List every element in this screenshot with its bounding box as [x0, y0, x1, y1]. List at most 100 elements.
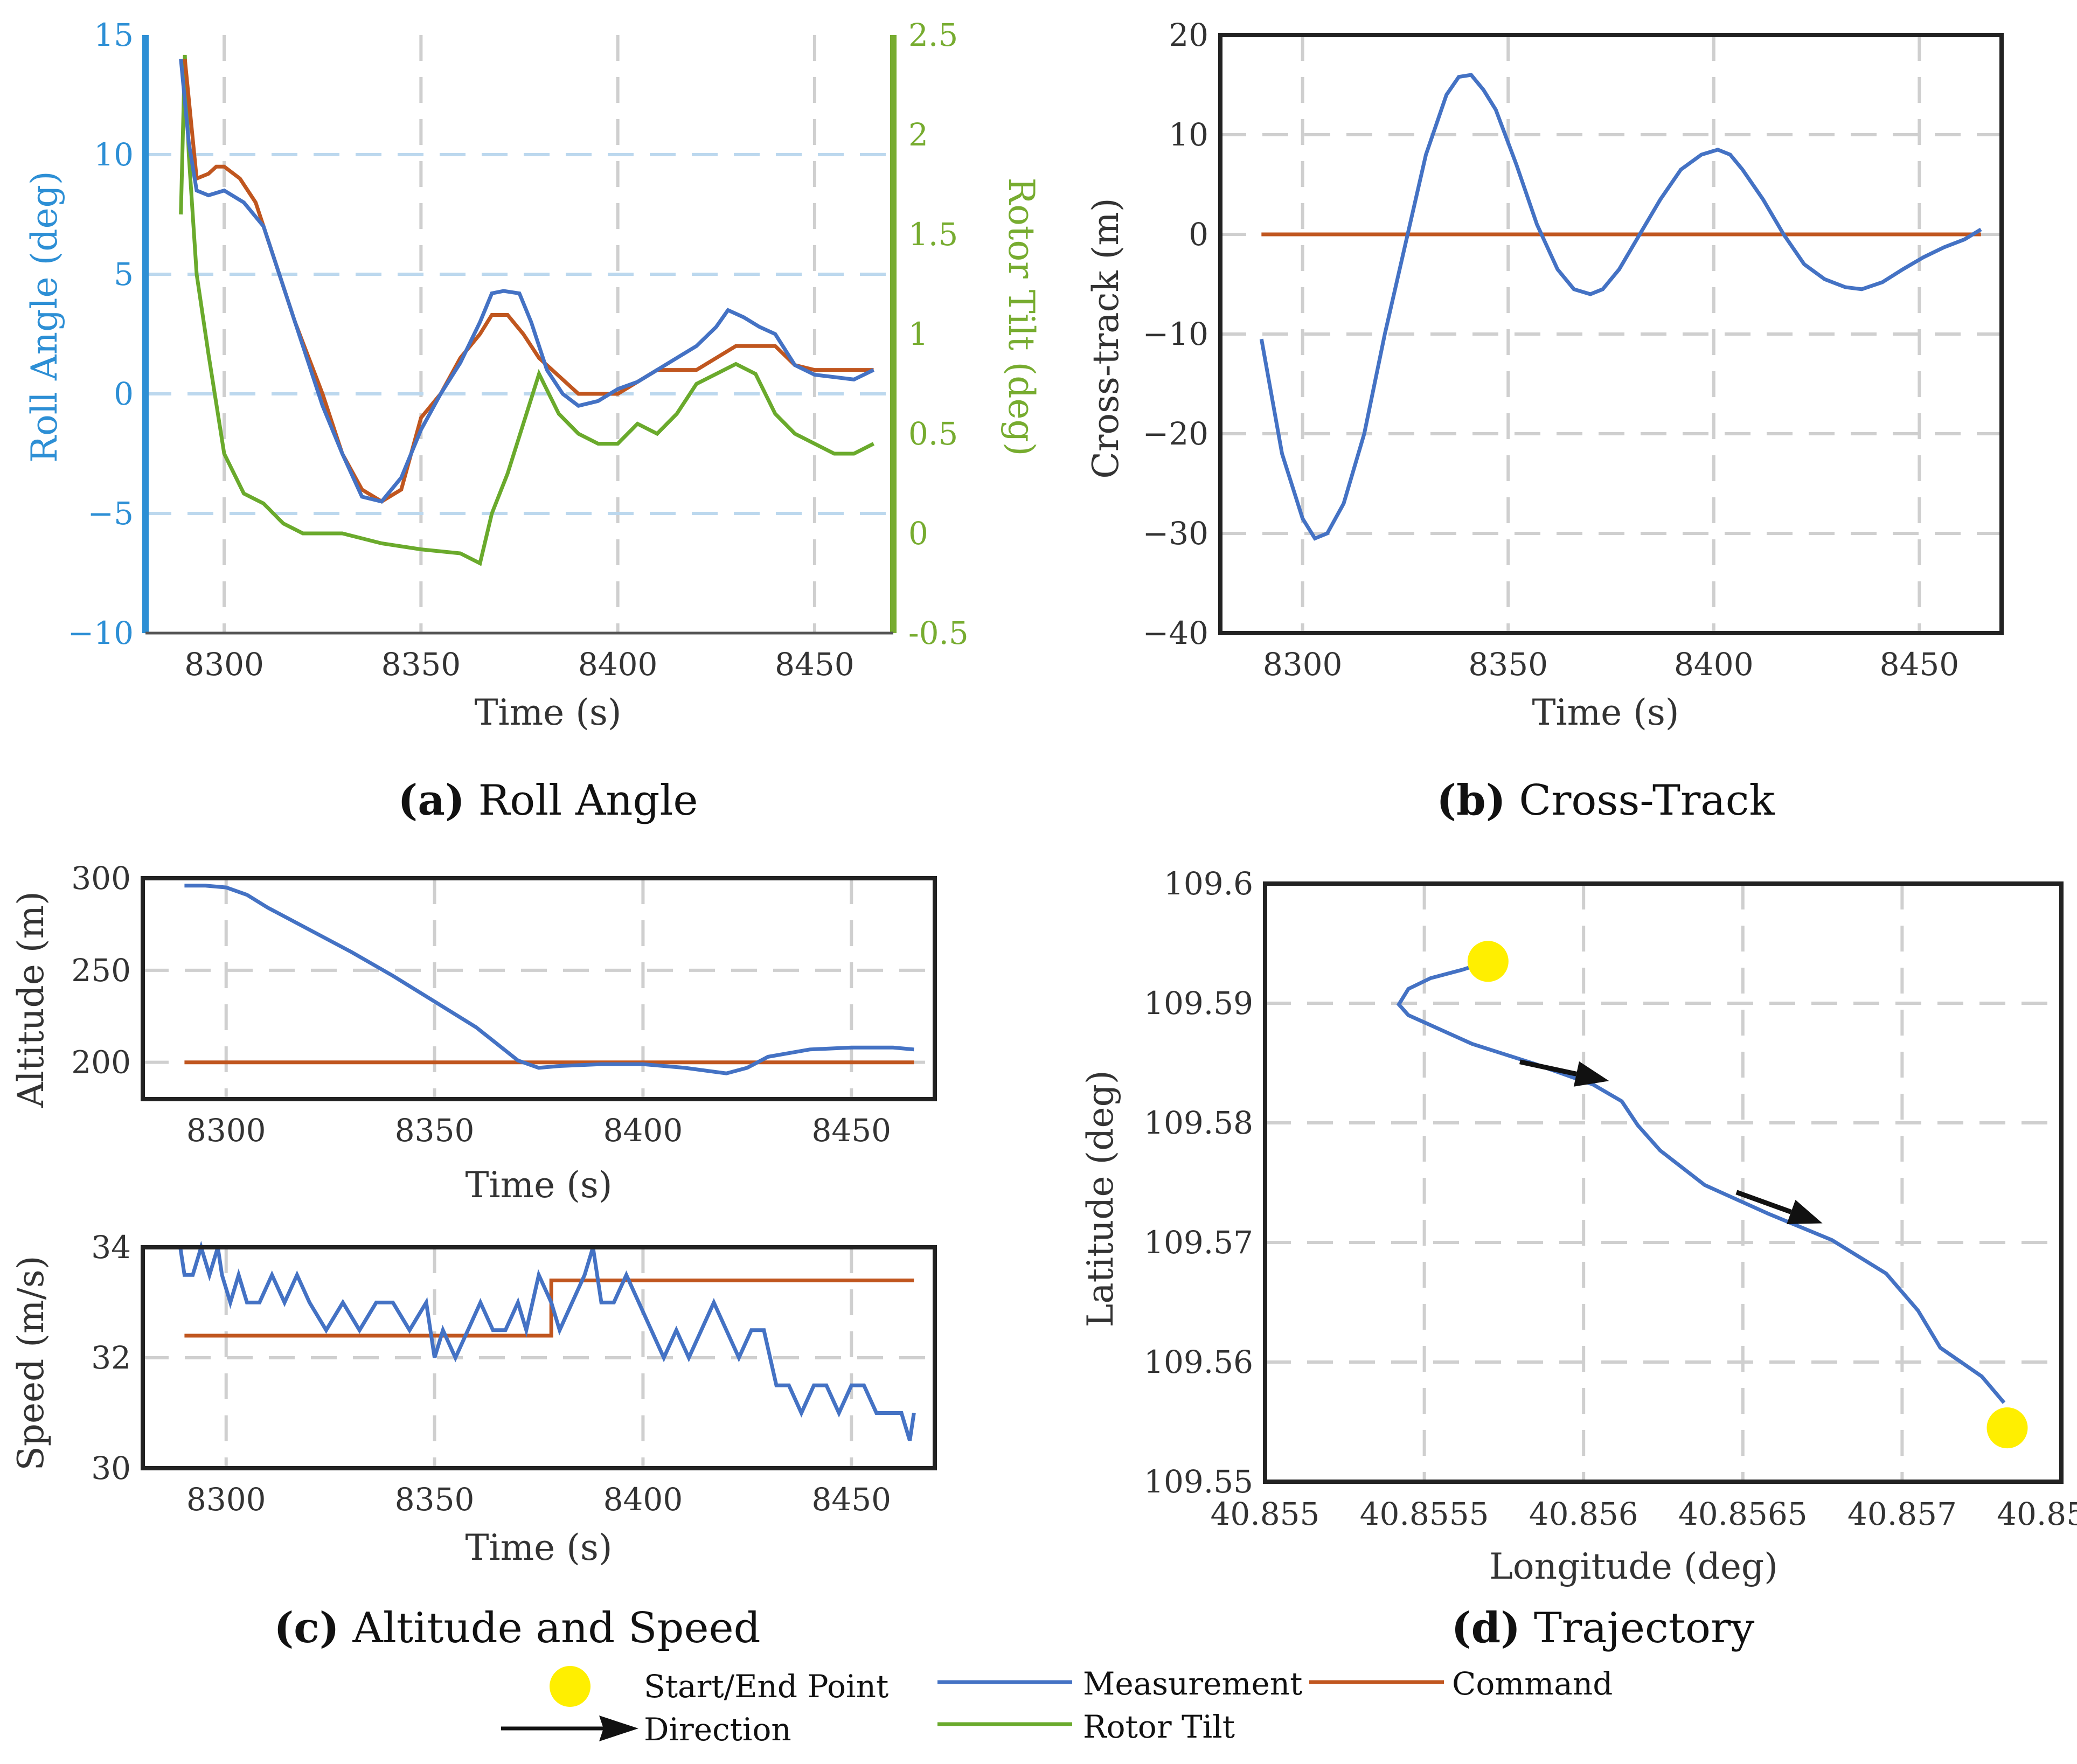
roll-x-tick-labels: 8300 8350 8400 8450 — [184, 646, 854, 683]
d-ytick-3: 109.58 — [1144, 1105, 1253, 1141]
caption-a: (a) Roll Angle — [398, 776, 698, 825]
d-xtick-1: 40.8555 — [1360, 1496, 1489, 1532]
roll-x-axis-label: Time (s) — [474, 692, 621, 733]
altitude-y-axis-label: Altitude (m) — [10, 891, 52, 1108]
a-y2tick-3: 1 — [908, 316, 928, 352]
b-xtick-1: 8350 — [1468, 646, 1548, 683]
speed-x-tick-labels: 8300 8350 8400 8450 — [186, 1481, 891, 1518]
caption-c-text: Altitude and Speed — [339, 1604, 761, 1652]
c1-ytick-0: 200 — [71, 1044, 131, 1081]
legend-command-label: Command — [1452, 1665, 1613, 1702]
speed-y-axis-label: Speed (m/s) — [10, 1256, 52, 1471]
direction-arrow-head-1 — [1787, 1199, 1823, 1224]
d-xtick-3: 40.8565 — [1678, 1496, 1808, 1532]
rotor-y-tick-labels: -0.5 0 0.5 1 1.5 2 2.5 — [908, 17, 969, 651]
caption-c-letter: (c) — [274, 1603, 339, 1652]
caption-a-text: Roll Angle — [465, 776, 698, 825]
a-xtick-2: 8400 — [578, 646, 658, 683]
direction-arrow-head-0 — [1573, 1061, 1609, 1087]
c2-xtick-1: 8350 — [395, 1481, 475, 1518]
caption-b-letter: (b) — [1436, 776, 1505, 825]
b-xtick-2: 8400 — [1674, 646, 1754, 683]
caption-d-text: Trajectory — [1520, 1604, 1754, 1652]
b-ytick-5: 10 — [1169, 116, 1208, 153]
caption-d-letter: (d) — [1451, 1603, 1520, 1652]
d-xtick-0: 40.855 — [1211, 1496, 1320, 1532]
trajectory-y-tick-labels: 109.55 109.56 109.57 109.58 109.59 109.6 — [1144, 865, 1253, 1500]
roll-y-axis-label: Roll Angle (deg) — [24, 171, 65, 462]
c2-ytick-1: 32 — [91, 1339, 131, 1376]
a-ytick-5: 15 — [94, 17, 134, 53]
rotor-tilt-line — [179, 54, 875, 566]
altitude-x-axis-label: Time (s) — [465, 1164, 612, 1206]
cross-track-y-axis-label: Cross-track (m) — [1085, 198, 1127, 478]
trajectory-frame — [1263, 881, 2064, 1484]
panel-trajectory: 40.85540.855540.85640.856540.85740.8575 … — [1080, 865, 2077, 1652]
caption-b-text: Cross-Track — [1506, 776, 1775, 825]
legend-direction-label: Direction — [644, 1711, 791, 1748]
cross-track-y-tick-labels: −40 −30 −20 −10 0 10 20 — [1143, 17, 1208, 651]
a-ytick-1: −5 — [88, 495, 134, 532]
b-xtick-0: 8300 — [1263, 646, 1343, 683]
altitude-y-tick-labels: 200 250 300 — [71, 860, 131, 1081]
c1-xtick-0: 8300 — [186, 1112, 266, 1149]
d-xtick-2: 40.856 — [1529, 1496, 1638, 1532]
altitude-x-tick-labels: 8300 8350 8400 8450 — [186, 1112, 891, 1149]
direction-arrow-shaft-0 — [1519, 1059, 1577, 1077]
a-y2tick-5: 2 — [908, 116, 928, 153]
roll-angle-series — [179, 54, 875, 566]
b-ytick-3: −10 — [1143, 316, 1208, 352]
b-ytick-0: −40 — [1143, 615, 1208, 651]
a-ytick-2: 0 — [114, 376, 134, 412]
altitude-measurement-line — [184, 884, 914, 1075]
c1-xtick-3: 8450 — [811, 1112, 891, 1149]
b-ytick-1: −30 — [1143, 515, 1208, 552]
roll-command-line — [183, 59, 874, 504]
d-ytick-1: 109.56 — [1144, 1344, 1253, 1380]
speed-x-axis-label: Time (s) — [465, 1527, 612, 1568]
b-ytick-4: 0 — [1189, 216, 1208, 253]
roll-angle-grid — [145, 35, 893, 633]
d-ytick-4: 109.59 — [1144, 985, 1253, 1022]
d-xtick-4: 40.857 — [1847, 1496, 1957, 1532]
speed-y-tick-labels: 30 32 34 — [91, 1229, 131, 1487]
cross-track-grid — [1220, 35, 2002, 633]
b-ytick-6: 20 — [1169, 17, 1208, 53]
caption-a-letter: (a) — [398, 776, 464, 825]
a-xtick-3: 8450 — [775, 646, 855, 683]
speed-measurement-line — [178, 1240, 916, 1441]
d-ytick-0: 109.55 — [1144, 1463, 1253, 1500]
speed-grid — [143, 1247, 935, 1468]
c2-xtick-2: 8400 — [603, 1481, 683, 1518]
rotor-y-axis-label: Rotor Tilt (deg) — [1001, 177, 1042, 456]
cross-track-measurement-line — [1259, 73, 1982, 541]
legend-start-end-marker — [550, 1666, 591, 1707]
c1-xtick-2: 8400 — [603, 1112, 683, 1149]
trajectory-measurement-line — [1396, 959, 2006, 1404]
c2-ytick-2: 34 — [91, 1229, 131, 1266]
a-y2tick-6: 2.5 — [908, 17, 958, 53]
trajectory-x-axis-label: Longitude (deg) — [1489, 1546, 1778, 1587]
c1-ytick-1: 250 — [71, 952, 131, 989]
end-point — [1986, 1407, 2028, 1449]
a-ytick-0: −10 — [68, 615, 134, 651]
a-ytick-3: 5 — [114, 256, 134, 293]
d-ytick-5: 109.6 — [1164, 865, 1253, 902]
trajectory-start-end-points — [1467, 941, 2028, 1449]
legend-start-end-label: Start/End Point — [644, 1668, 888, 1705]
trajectory-y-axis-label: Latitude (deg) — [1080, 1070, 1121, 1327]
caption-d: (d) Trajectory — [1451, 1603, 1755, 1652]
trajectory-x-tick-labels: 40.855 40.8555 40.856 40.8565 40.857 40.8575 — [1211, 1496, 2077, 1532]
panel-altitude: 8300 8350 8400 8450 200 250 300 Time (s) Alti… — [10, 860, 937, 1206]
direction-arrow-shaft-1 — [1735, 1190, 1792, 1214]
panel-cross-track: 8300 8350 8400 8450 −40 −30 −20 −10 0 10 20 Time … — [1085, 17, 2004, 825]
c2-xtick-0: 8300 — [186, 1481, 266, 1518]
caption-c: (c) Altitude and Speed — [274, 1603, 760, 1652]
b-ytick-2: −20 — [1143, 415, 1208, 452]
d-xtick-5: 40.8575 — [1997, 1496, 2077, 1532]
cross-track-frame — [1218, 33, 2004, 635]
trajectory-grid — [1263, 884, 2063, 1482]
a-y2tick-2: 0.5 — [908, 415, 958, 452]
c2-xtick-3: 8450 — [811, 1481, 891, 1518]
